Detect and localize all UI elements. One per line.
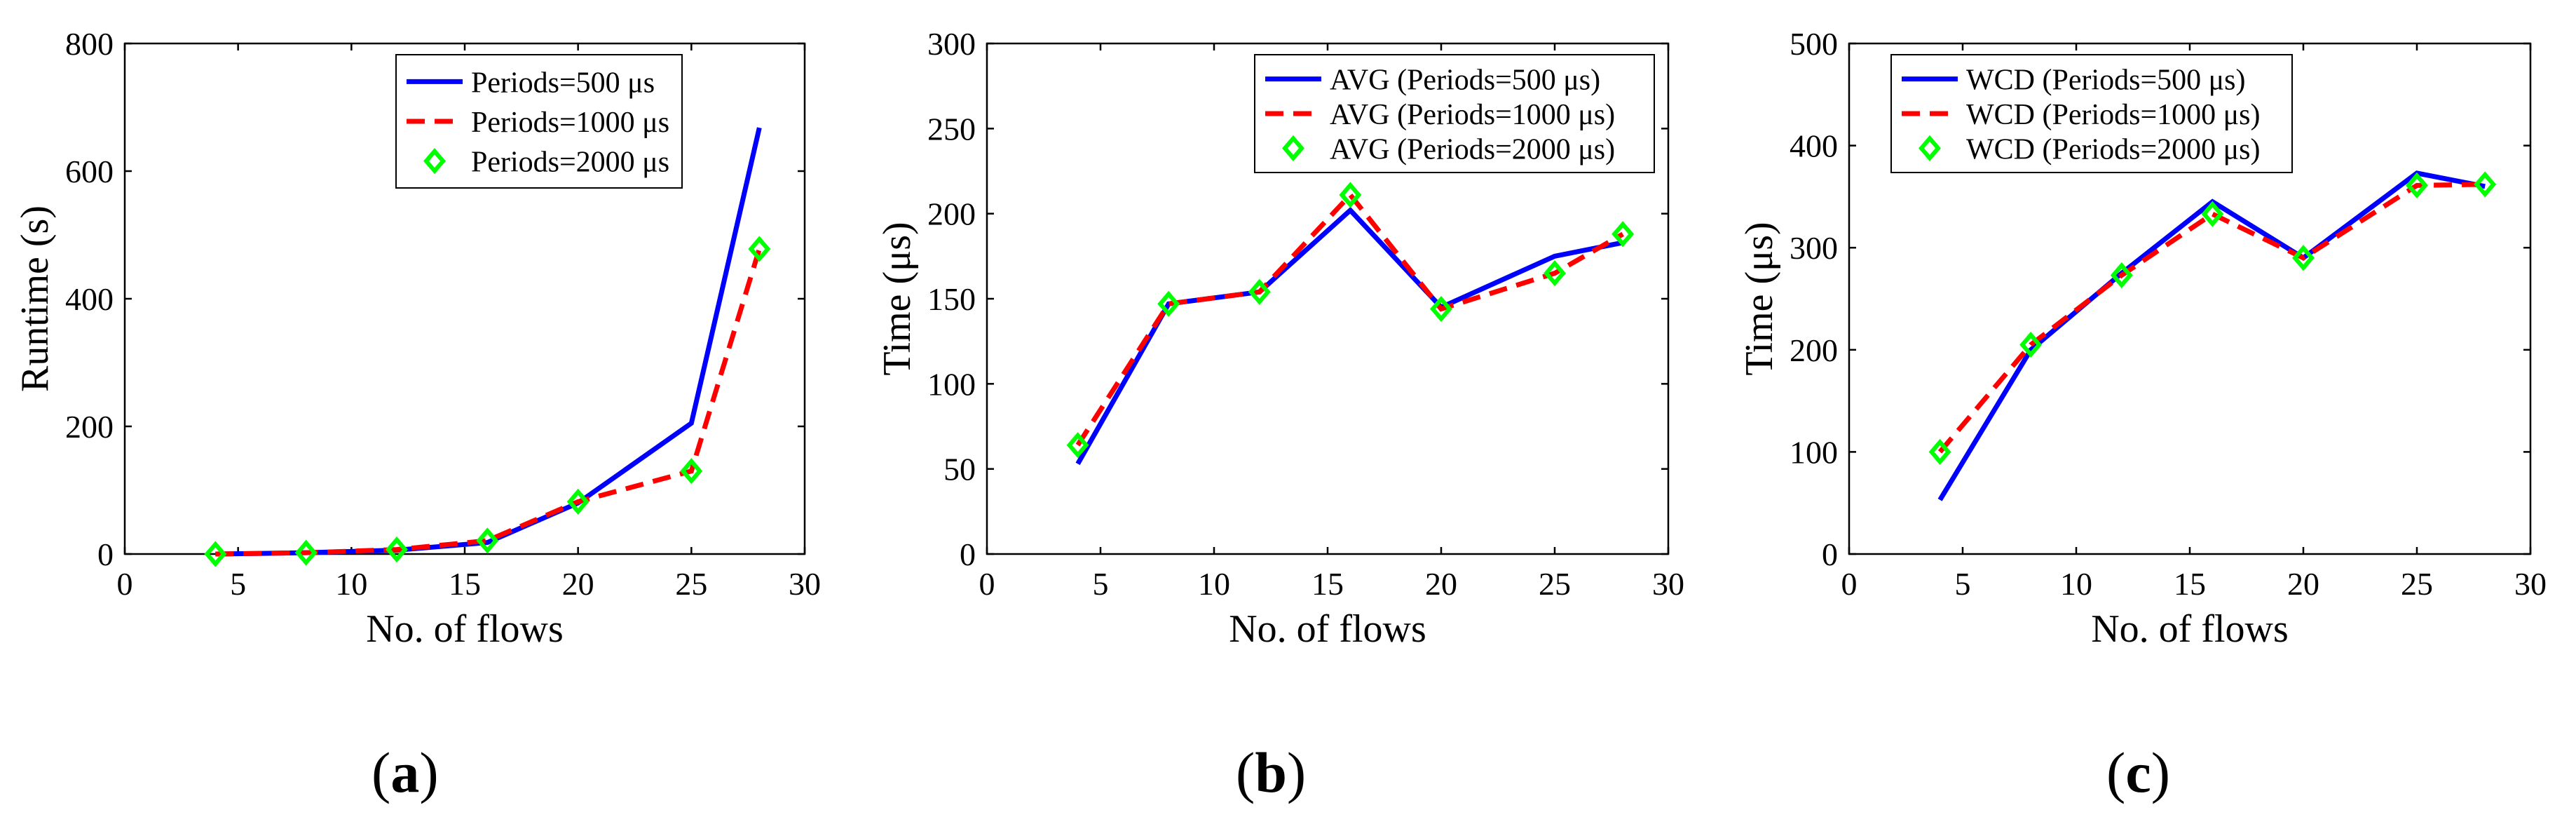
y-tick-label: 200: [65, 409, 114, 445]
x-tick-label: 10: [2060, 566, 2092, 602]
x-axis-label: No. of flows: [1229, 607, 1426, 651]
legend-label-1: Periods=1000 μs: [471, 107, 669, 139]
series-marker-2: [1611, 221, 1635, 248]
series-marker-2: [680, 458, 703, 485]
series-marker-2: [2406, 172, 2428, 198]
series-marker-2: [1543, 259, 1566, 287]
x-tick-label: 0: [117, 566, 133, 602]
legend-a: Periods=500 μs Periods=1000 μs Periods=200…: [395, 54, 683, 189]
y-axis-label: Time (μs): [875, 222, 919, 375]
caption-b-letter: b: [1255, 741, 1287, 804]
legend-label-2: Periods=2000 μs: [471, 147, 669, 179]
y-tick-label: 0: [97, 536, 114, 572]
x-axis-label: No. of flows: [2091, 607, 2289, 651]
x-tick-label: 30: [1652, 566, 1684, 602]
legend-label-0: AVG (Periods=500 μs): [1330, 65, 1600, 97]
x-tick-label: 15: [449, 566, 481, 602]
y-axis-label: Runtime (s): [13, 205, 57, 392]
caption-c: (c): [2106, 741, 2171, 804]
series-marker-2: [1157, 290, 1180, 317]
x-tick-label: 25: [2401, 566, 2433, 602]
y-tick-label: 100: [927, 366, 976, 402]
y-tick-label: 200: [1790, 332, 1838, 368]
series-marker-2: [204, 541, 227, 567]
series-marker-2: [2019, 331, 2043, 358]
y-tick-label: 50: [943, 452, 976, 487]
x-tick-label: 10: [335, 566, 367, 602]
y-tick-label: 400: [1790, 128, 1838, 164]
legend-label-1: WCD (Periods=1000 μs): [1966, 99, 2261, 131]
series-marker-2: [2201, 201, 2224, 227]
y-tick-label: 600: [65, 154, 114, 189]
legend-b: AVG (Periods=500 μs)AVG (Periods=1000 μs…: [1254, 54, 1655, 173]
legend-swatch-2: [1919, 135, 1941, 161]
x-tick-label: 0: [979, 566, 995, 602]
y-tick-label: 0: [960, 536, 976, 572]
y-tick-label: 150: [927, 281, 976, 317]
x-tick-label: 15: [1311, 566, 1344, 602]
y-tick-label: 300: [1790, 230, 1838, 266]
x-tick-label: 30: [2514, 566, 2547, 602]
caption-b: (b): [1236, 741, 1307, 804]
series-marker-2: [1339, 182, 1362, 208]
y-tick-label: 100: [1790, 434, 1838, 470]
y-tick-label: 800: [65, 26, 114, 62]
y-tick-label: 400: [65, 281, 114, 317]
legend-label-2: AVG (Periods=2000 μs): [1330, 133, 1615, 166]
series-marker-2: [294, 539, 318, 566]
x-tick-label: 20: [1425, 566, 1457, 602]
x-tick-label: 10: [1198, 566, 1230, 602]
caption-c-letter: c: [2125, 741, 2151, 804]
legend-label-1: AVG (Periods=1000 μs): [1330, 99, 1615, 131]
y-tick-label: 250: [927, 111, 976, 147]
caption-a-letter: a: [390, 741, 420, 804]
series-marker-2: [2292, 245, 2315, 271]
series-marker-2: [1248, 278, 1271, 305]
series-line-1: [1075, 191, 1624, 447]
y-tick-label: 500: [1790, 26, 1838, 62]
series-marker-2: [1928, 438, 1951, 466]
chart-a: 0 5 10 15 20 25 30 0 200 400 600 800 No. of flows Run…: [13, 26, 821, 651]
series-line-1: [1937, 182, 2486, 454]
series-marker-2: [2474, 171, 2497, 198]
x-tick-label: 5: [1955, 566, 1971, 602]
x-tick-label: 5: [230, 566, 246, 602]
x-axis-label: No. of flows: [366, 607, 564, 651]
x-tick-label: 30: [789, 566, 821, 602]
series-marker-2: [2110, 262, 2133, 289]
series-marker-2: [566, 488, 590, 515]
y-tick-label: 200: [927, 196, 976, 232]
series-marker-2: [1430, 295, 1452, 323]
legend-label-2: WCD (Periods=2000 μs): [1966, 133, 2261, 166]
x-tick-label: 20: [2287, 566, 2319, 602]
y-tick-label: 300: [927, 26, 976, 62]
x-tick-label: 5: [1093, 566, 1109, 602]
series-marker-2: [386, 536, 408, 563]
legend-swatch-2: [1282, 135, 1304, 161]
caption-a: (a): [372, 741, 439, 804]
series-line-0: [1075, 206, 1623, 466]
x-tick-label: 15: [2174, 566, 2206, 602]
series-marker-2: [1066, 432, 1089, 459]
legend-box: [1254, 54, 1655, 173]
y-axis-label: Time (μs): [1738, 222, 1781, 375]
x-tick-label: 25: [675, 566, 707, 602]
legend-label-0: Periods=500 μs: [471, 67, 655, 99]
x-tick-label: 20: [562, 566, 594, 602]
x-tick-label: 25: [1539, 566, 1571, 602]
legend-box: [1890, 54, 2293, 173]
legend-c: WCD (Periods=500 μs)WCD (Periods=1000 μs…: [1890, 54, 2293, 173]
legend-label-0: WCD (Periods=500 μs): [1966, 65, 2246, 97]
y-tick-label: 0: [1822, 536, 1838, 572]
series-line-1: [215, 248, 762, 557]
series-marker-2: [476, 527, 499, 554]
series-marker-2: [748, 236, 771, 262]
series-line-0: [215, 127, 762, 557]
legend-swatch-2: [423, 148, 446, 175]
x-tick-label: 0: [1841, 566, 1858, 602]
